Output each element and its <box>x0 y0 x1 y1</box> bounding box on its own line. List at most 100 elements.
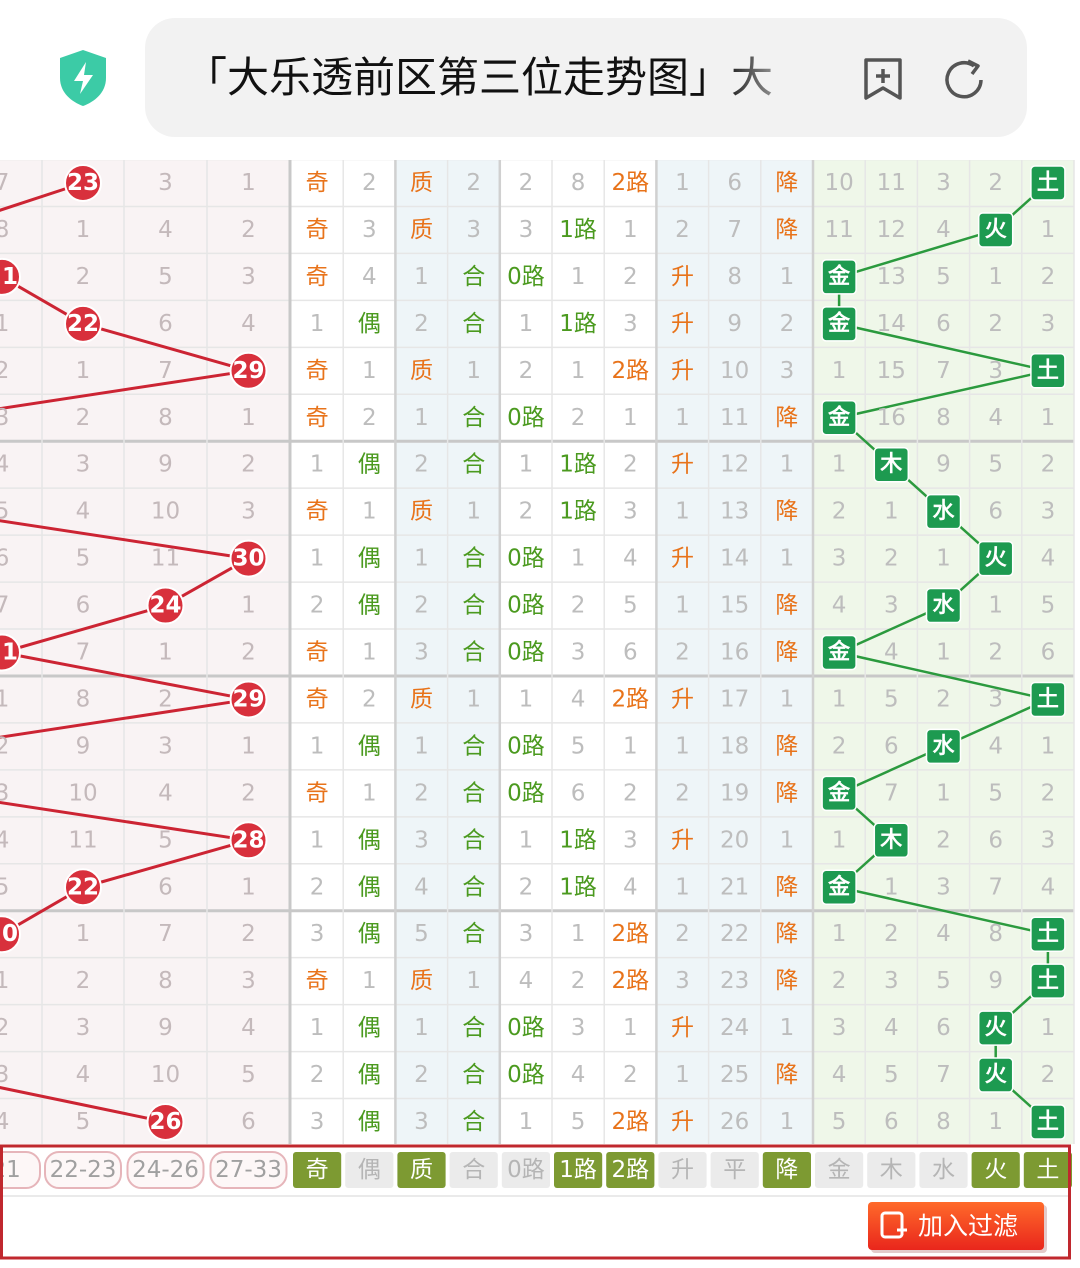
attribute-label: 2路 <box>611 686 649 712</box>
omission-count: 25 <box>720 1062 749 1088</box>
refresh-icon[interactable] <box>941 56 989 104</box>
filter-chip[interactable]: -21 <box>0 1151 41 1189</box>
omission-count: 2 <box>988 170 1003 196</box>
filter-chip[interactable]: 24-26 <box>126 1151 205 1189</box>
filter-chip[interactable]: 土 <box>1023 1152 1072 1188</box>
omission-count: 3 <box>414 1109 429 1135</box>
filter-chip[interactable]: 水 <box>919 1152 968 1188</box>
filter-chip[interactable]: 偶 <box>345 1152 394 1188</box>
omission-count: 1 <box>0 968 9 994</box>
filter-chip[interactable]: 降 <box>762 1152 811 1188</box>
attribute-label: 奇 <box>306 217 329 243</box>
omission-count: 1 <box>519 827 534 853</box>
security-icon[interactable] <box>56 48 110 108</box>
ball-connector <box>0 800 249 842</box>
attribute-label: 奇 <box>306 405 329 431</box>
attribute-label: 奇 <box>306 780 329 806</box>
element-label: 土 <box>1037 687 1059 712</box>
bg-number-zone <box>0 160 290 1146</box>
filter-chip[interactable]: 金 <box>815 1152 864 1188</box>
omission-count: 4 <box>623 546 638 572</box>
filter-chip[interactable]: 升 <box>658 1152 707 1188</box>
filter-chip[interactable]: 合 <box>449 1152 498 1188</box>
omission-count: 2 <box>675 921 690 947</box>
filter-chip[interactable]: 火 <box>971 1152 1020 1188</box>
filter-button[interactable]: 加入过滤 <box>868 1202 1047 1253</box>
filter-chip[interactable]: 奇 <box>293 1152 342 1188</box>
omission-count: 9 <box>158 1015 173 1041</box>
omission-count: 6 <box>727 170 742 196</box>
omission-count: 5 <box>158 827 173 853</box>
omission-count: 1 <box>1041 217 1056 243</box>
omission-count: 1 <box>623 405 638 431</box>
attribute-label: 降 <box>775 968 798 994</box>
omission-count: 1 <box>310 827 325 853</box>
omission-count: 2 <box>988 311 1003 337</box>
filter-chip[interactable]: 0路 <box>501 1152 550 1188</box>
omission-count: 1 <box>884 874 899 900</box>
chip-box <box>1023 1152 1072 1188</box>
omission-count: 7 <box>988 874 1003 900</box>
attribute-label: 偶 <box>358 827 381 853</box>
omission-count: 10 <box>151 1062 180 1088</box>
filter-chip[interactable]: 2路 <box>606 1152 655 1188</box>
ball-connector <box>0 181 84 212</box>
filter-chip[interactable]: 1路 <box>554 1152 603 1188</box>
element-box <box>821 306 857 342</box>
chip-label: 木 <box>880 1157 903 1183</box>
filter-chip[interactable]: 27-33 <box>209 1151 288 1189</box>
omission-count: 4 <box>414 874 429 900</box>
omission-count: 6 <box>158 311 173 337</box>
omission-count: 1 <box>1041 733 1056 759</box>
element-label: 水 <box>932 593 955 618</box>
attribute-label: 合 <box>462 921 485 947</box>
filter-chip[interactable]: 质 <box>397 1152 446 1188</box>
element-label: 土 <box>1037 171 1059 196</box>
attribute-label: 降 <box>775 780 798 806</box>
omission-count: 1 <box>76 358 91 384</box>
omission-count: 1 <box>76 217 91 243</box>
element-box <box>977 540 1014 577</box>
omission-count: 1 <box>571 921 586 947</box>
ball-number: 20 <box>0 921 18 947</box>
attribute-label: 1路 <box>559 217 597 243</box>
omission-count: 19 <box>720 780 749 806</box>
omission-count: 1 <box>832 358 847 384</box>
filter-chip[interactable]: 22-23 <box>44 1151 122 1189</box>
omission-count: 10 <box>151 499 180 525</box>
omission-count: 10 <box>720 358 749 384</box>
attribute-label: 合 <box>462 733 485 759</box>
omission-count: 11 <box>877 170 906 196</box>
omission-count: 4 <box>0 1109 9 1135</box>
omission-count: 6 <box>158 874 173 900</box>
bookmark-icon[interactable] <box>860 56 908 104</box>
filter-chip[interactable]: 平 <box>710 1152 759 1188</box>
omission-count: 1 <box>362 968 377 994</box>
address-bar[interactable]: 「大乐透前区第三位走势图」大 <box>145 18 1027 137</box>
omission-count: 3 <box>1041 311 1056 337</box>
attribute-label: 合 <box>462 1015 485 1041</box>
omission-count: 3 <box>414 827 429 853</box>
attribute-label: 降 <box>775 405 798 431</box>
filter-chip[interactable]: 木 <box>867 1152 916 1188</box>
ball-number: 21 <box>0 640 18 666</box>
omission-count: 1 <box>675 593 690 619</box>
omission-count: 4 <box>362 264 377 290</box>
omission-count: 2 <box>1041 1062 1056 1088</box>
attribute-label: 合 <box>462 546 485 572</box>
ball-connector <box>1 604 166 654</box>
ball-number: 24 <box>149 593 181 619</box>
omission-count: 1 <box>76 921 91 947</box>
omission-count: 2 <box>936 686 951 712</box>
omission-count: 8 <box>936 405 951 431</box>
chip-box <box>449 1152 498 1188</box>
omission-count: 1 <box>414 1015 429 1041</box>
attribute-label: 降 <box>775 499 798 525</box>
attribute-label: 合 <box>462 405 485 431</box>
omission-count: 1 <box>362 358 377 384</box>
attribute-label: 升 <box>671 546 694 572</box>
omission-count: 2 <box>988 640 1003 666</box>
number-ball <box>229 680 268 719</box>
omission-count: 3 <box>362 217 377 243</box>
